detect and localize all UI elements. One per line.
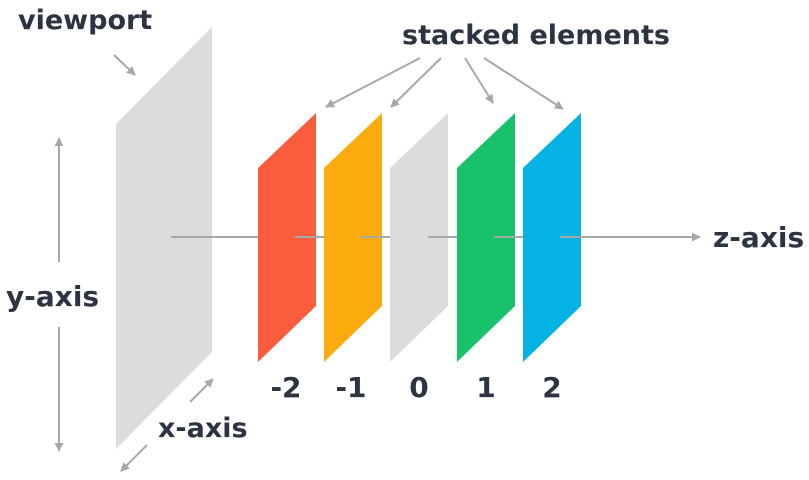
plane-1 xyxy=(457,113,515,362)
x-axis-label: x-axis xyxy=(158,413,248,444)
plane-index-labels: -2 -1 0 1 2 xyxy=(270,371,561,404)
y-axis-label: y-axis xyxy=(6,280,99,313)
plane-label-1: 1 xyxy=(476,371,495,404)
plane-label-minus-2: -2 xyxy=(270,371,301,404)
plane-label-minus-1: -1 xyxy=(335,371,366,404)
viewport-label: viewport xyxy=(18,5,152,36)
x-axis-arrow-down xyxy=(120,444,148,472)
x-axis-arrow-up xyxy=(189,378,214,403)
viewport-plane xyxy=(116,27,212,449)
z-axis-label: z-axis xyxy=(713,221,804,254)
stacked-elements-arrows xyxy=(325,57,564,110)
plane-label-2: 2 xyxy=(542,371,561,404)
stacked-planes xyxy=(258,113,581,362)
plane-minus-2 xyxy=(258,113,316,362)
stacked-elements-label: stacked elements xyxy=(402,20,670,51)
plane-2 xyxy=(523,113,581,362)
plane-minus-1 xyxy=(324,113,382,362)
plane-0 xyxy=(390,113,448,362)
viewport-pointer-arrow xyxy=(113,54,136,76)
plane-label-0: 0 xyxy=(409,371,428,404)
